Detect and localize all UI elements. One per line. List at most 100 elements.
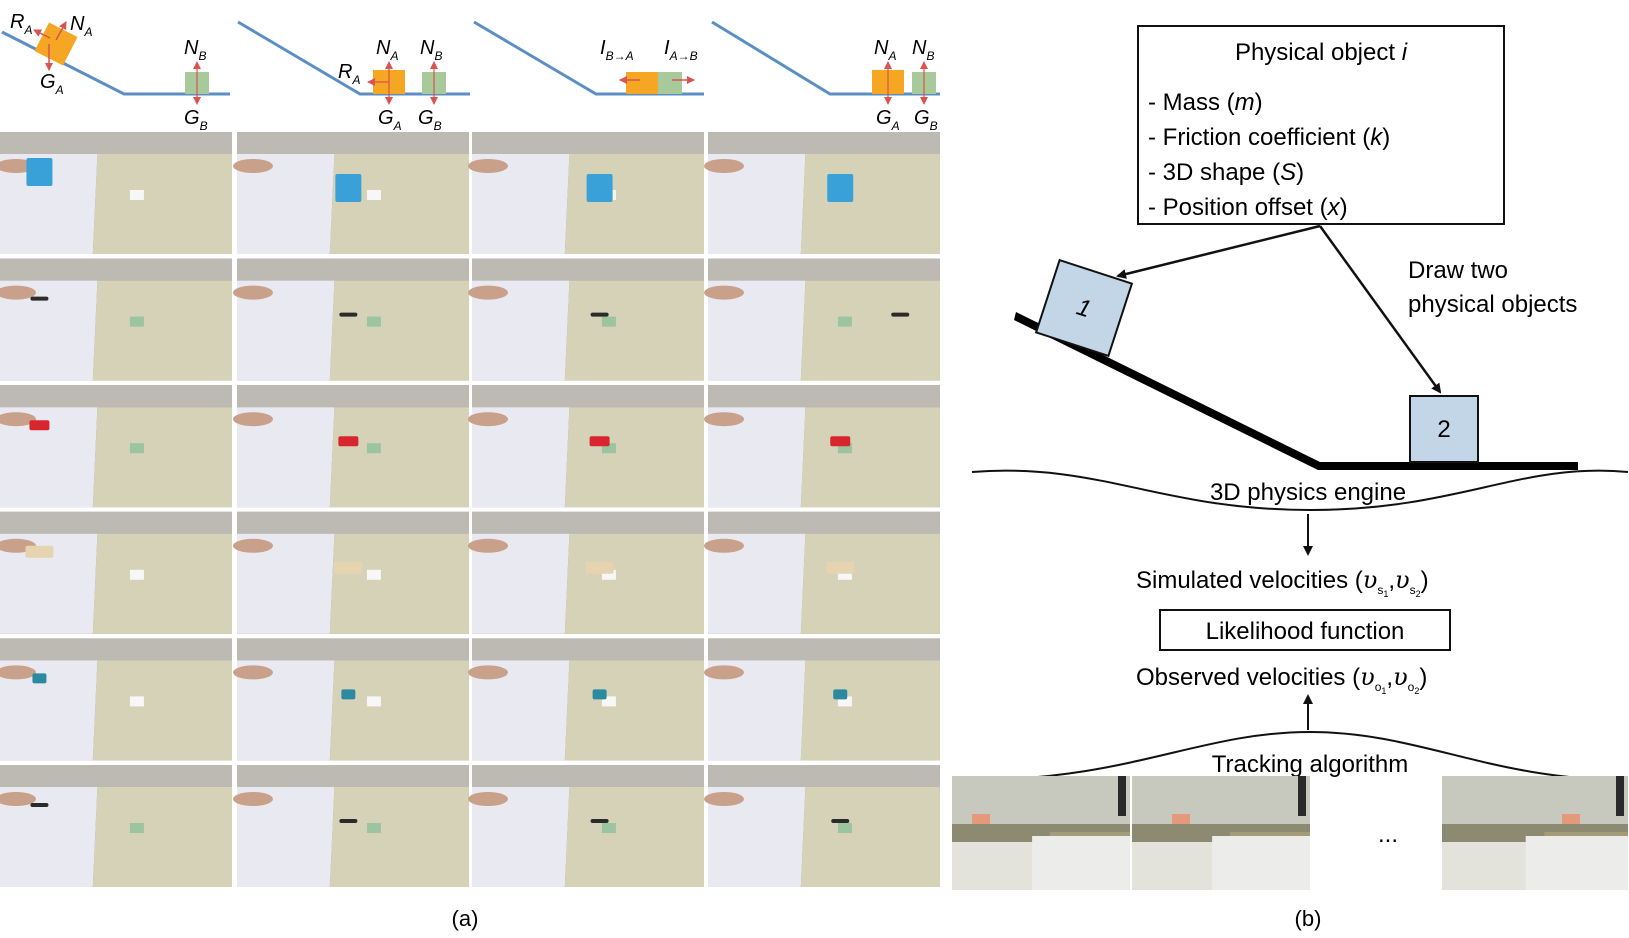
- object-toy-box: [335, 174, 362, 202]
- photo-frame: [468, 258, 704, 381]
- simulated-velocities: Simulated velocities (υs1,υs2): [1136, 566, 1429, 599]
- object-wooden-block: [585, 561, 614, 574]
- label-n-a: NA: [70, 13, 92, 39]
- arrow-to-object-1: [1116, 224, 1321, 279]
- label-g-b: GB: [184, 107, 208, 133]
- object-teal-eraser: [833, 689, 848, 700]
- label-n-a: NA: [376, 37, 398, 63]
- photo-frame: [233, 132, 469, 254]
- label-g-b: GB: [418, 107, 442, 133]
- object-2-label: 2: [1437, 416, 1450, 443]
- label-n-b: NB: [420, 37, 442, 63]
- object-red-can: [589, 436, 610, 447]
- draw-label-line1: Draw two: [1408, 257, 1508, 284]
- object-wooden-block: [25, 545, 54, 558]
- object-teal-eraser: [32, 673, 47, 684]
- label-n-b: NB: [912, 37, 934, 63]
- photo-frame: [704, 511, 940, 634]
- object-pen: [339, 819, 358, 823]
- object-teal-eraser: [341, 689, 356, 700]
- object-pen: [339, 312, 358, 317]
- param-shape: - 3D shape (S): [1148, 159, 1304, 186]
- object-b: [658, 72, 682, 94]
- ellipsis: ...: [1378, 821, 1398, 848]
- schematic-3: IB→A IA→B: [473, 20, 704, 96]
- label-n-a: NA: [874, 37, 896, 63]
- photo-frame: [704, 385, 940, 508]
- object-toy-box: [827, 174, 854, 202]
- label-r-a: RA: [338, 61, 360, 87]
- label-g-a: GA: [876, 107, 900, 133]
- object-pen: [831, 819, 850, 823]
- tracking-frame: [1132, 776, 1310, 890]
- likelihood-box: Likelihood function: [1159, 609, 1451, 651]
- object-pen: [590, 312, 609, 317]
- label-g-b: GB: [914, 107, 938, 133]
- param-mass: - Mass (m): [1148, 89, 1263, 116]
- label-r-a: RA: [10, 11, 32, 37]
- label-i-ba: IB→A: [600, 37, 634, 63]
- photo-frame: [704, 132, 940, 254]
- object-teal-eraser: [592, 689, 607, 700]
- object-red-can: [29, 420, 50, 431]
- schematic-4: NA NB GA GB: [711, 20, 940, 133]
- object-wooden-block: [334, 561, 363, 574]
- object-toy-box: [26, 158, 53, 186]
- param-offset: - Position offset (x): [1148, 194, 1348, 221]
- schematic-1: RA NA GA NB GB: [1, 11, 230, 133]
- schematic-2: RA NA NB GA GB: [237, 20, 470, 133]
- photo-frame: [0, 511, 232, 634]
- caption-b: (b): [1295, 906, 1322, 931]
- physical-object-box: Physical object i - Mass (m) - Friction …: [1137, 25, 1505, 225]
- label-g-a: GA: [378, 107, 402, 133]
- param-friction: - Friction coefficient (k): [1148, 124, 1390, 151]
- object-red-can: [830, 436, 851, 447]
- arrow-to-object-2: [1318, 225, 1442, 394]
- photo-frame: [233, 258, 469, 381]
- photo-grid: [0, 132, 940, 887]
- photo-frame: [704, 638, 940, 761]
- label-n-b: NB: [184, 37, 206, 63]
- object-box-title: Physical object i: [1235, 39, 1408, 66]
- object-a: [626, 72, 658, 94]
- photo-frame: [0, 765, 232, 887]
- tracking-curve: [971, 730, 1629, 781]
- caption-a: (a): [452, 906, 479, 931]
- label-g-a: GA: [40, 71, 64, 97]
- photo-frame: [468, 385, 704, 508]
- photo-frame: [233, 385, 469, 508]
- incline-line: [711, 20, 940, 96]
- photo-frame: [233, 638, 469, 761]
- photo-frame: [0, 132, 232, 254]
- object-pen: [30, 296, 49, 301]
- likelihood-label: Likelihood function: [1206, 618, 1405, 645]
- engine-curve: [971, 469, 1629, 512]
- tracking-label: Tracking algorithm: [1212, 751, 1409, 778]
- object-wooden-block: [826, 561, 855, 574]
- photo-frame: [0, 258, 232, 381]
- photo-frame: [468, 511, 704, 634]
- object-2: 2: [1409, 395, 1479, 463]
- object-a: [34, 22, 78, 66]
- object-pen: [891, 312, 910, 317]
- photo-frame: [468, 132, 704, 254]
- observed-velocities: Observed velocities (υo1,υo2): [1136, 663, 1427, 696]
- object-red-can: [338, 436, 359, 447]
- photo-frame: [0, 385, 232, 508]
- photo-frame: [0, 638, 232, 761]
- photo-frame: [233, 765, 469, 887]
- object-1: 1: [1034, 258, 1134, 358]
- engine-label: 3D physics engine: [1210, 479, 1406, 506]
- draw-label-line2: physical objects: [1408, 291, 1577, 318]
- object-toy-box: [586, 174, 613, 202]
- label-i-ab: IA→B: [664, 37, 698, 63]
- tracking-frames: [952, 776, 1628, 890]
- photo-frame: [468, 638, 704, 761]
- tracking-frame: [1442, 776, 1628, 890]
- photo-frame: [704, 765, 940, 887]
- object-pen: [590, 819, 609, 823]
- photo-frame: [233, 511, 469, 634]
- photo-frame: [704, 258, 940, 381]
- object-pen: [30, 803, 49, 807]
